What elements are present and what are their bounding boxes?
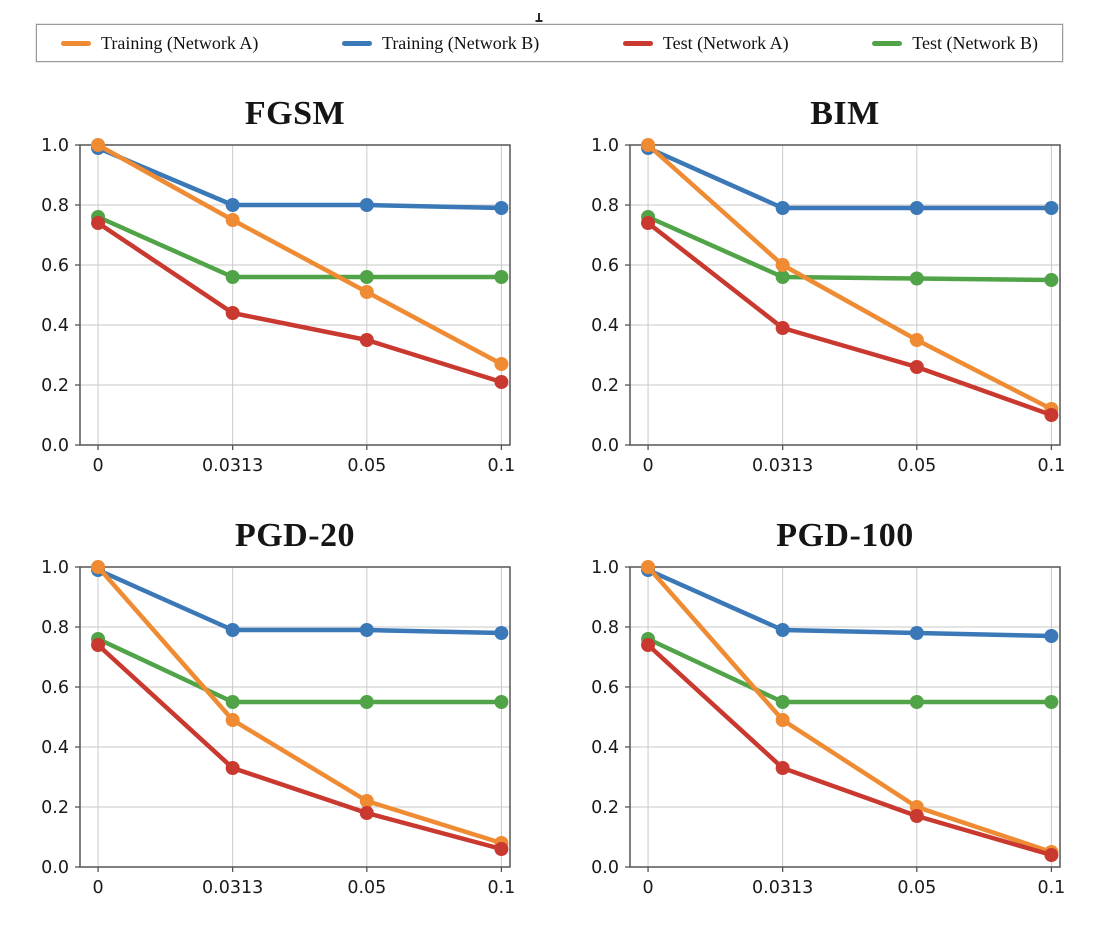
svg-text:0.0: 0.0 <box>41 436 69 456</box>
test-network-b-line-swatch-icon <box>872 40 903 46</box>
svg-text:0.2: 0.2 <box>591 376 619 396</box>
legend-label: Test (Network A) <box>662 32 789 53</box>
chart-grid: FGSM 0 0.0313 0.05 0.1 0.0 0.2 0.4 0.6 0.8 1.0 BI… <box>0 92 1100 900</box>
svg-text:0: 0 <box>92 878 103 898</box>
chart-canvas-bim: 0 0.0313 0.05 0.1 0.0 0.2 0.4 0.6 0.8 1.0 <box>591 136 1065 476</box>
svg-text:0.0: 0.0 <box>591 858 619 878</box>
svg-text:0.0313: 0.0313 <box>752 456 813 476</box>
test-network-a-line-swatch-icon <box>622 40 653 46</box>
svg-text:0.0313: 0.0313 <box>202 456 263 476</box>
chart-canvas-fgsm: 0 0.0313 0.05 0.1 0.0 0.2 0.4 0.6 0.8 1.0 <box>41 136 515 476</box>
svg-text:0.4: 0.4 <box>591 738 619 758</box>
svg-text:0.0313: 0.0313 <box>202 878 263 898</box>
svg-text:0.8: 0.8 <box>41 618 69 638</box>
svg-text:0.2: 0.2 <box>41 376 69 396</box>
chart-title: FGSM <box>244 95 346 132</box>
chart-canvas-pgd-20: 0 0.0313 0.05 0.1 0.0 0.2 0.4 0.6 0.8 1.0 <box>41 558 515 898</box>
svg-text:0.05: 0.05 <box>347 456 386 476</box>
cropped-character-fragment <box>533 11 545 23</box>
chart-pgd-100: PGD-100 0 0.0313 0.05 0.1 0.0 0.2 0.4 0.6 0.8 1.0 <box>550 514 1100 900</box>
svg-text:0: 0 <box>92 456 103 476</box>
svg-text:0.05: 0.05 <box>897 878 936 898</box>
svg-text:0.1: 0.1 <box>487 456 515 476</box>
svg-text:0.2: 0.2 <box>591 798 619 818</box>
legend-item-training-network-b: Training (Network B) <box>341 32 540 54</box>
svg-text:1.0: 1.0 <box>41 558 69 578</box>
training-network-a-line-swatch-icon <box>61 40 91 46</box>
chart-title: PGD-100 <box>776 517 914 554</box>
svg-text:0.4: 0.4 <box>41 316 69 336</box>
svg-text:0: 0 <box>642 878 653 898</box>
svg-text:0.0313: 0.0313 <box>752 878 813 898</box>
chart-canvas-pgd-100: 0 0.0313 0.05 0.1 0.0 0.2 0.4 0.6 0.8 1.0 <box>591 558 1065 898</box>
legend-label: Test (Network B) <box>912 32 1038 53</box>
chart-title: PGD-20 <box>234 517 356 554</box>
svg-text:0.8: 0.8 <box>41 196 69 216</box>
legend-label: Training (Network B) <box>381 32 540 53</box>
svg-text:0.0: 0.0 <box>41 858 69 878</box>
svg-text:0.6: 0.6 <box>591 678 619 698</box>
legend-label: Training (Network A) <box>101 32 259 53</box>
svg-text:0.6: 0.6 <box>41 256 69 276</box>
svg-text:0.1: 0.1 <box>1037 456 1065 476</box>
svg-text:1.0: 1.0 <box>41 136 69 156</box>
cropped-character-glyph <box>535 13 543 22</box>
chart-pgd-20: PGD-20 0 0.0313 0.05 0.1 0.0 0.2 0.4 0.6 0.8 1.0 <box>0 514 550 900</box>
svg-text:0.6: 0.6 <box>591 256 619 276</box>
chart-legend: Training (Network A) Training (Network B… <box>36 24 1063 62</box>
legend-item-training-network-a: Training (Network A) <box>61 33 258 54</box>
svg-text:0: 0 <box>642 456 653 476</box>
svg-text:0.6: 0.6 <box>41 678 69 698</box>
svg-text:0.1: 0.1 <box>487 878 515 898</box>
svg-text:0.2: 0.2 <box>41 798 69 818</box>
chart-bim: BIM 0 0.0313 0.05 0.1 0.0 0.2 0.4 0.6 0.8 1.0 <box>550 92 1100 478</box>
svg-text:1.0: 1.0 <box>591 558 619 578</box>
svg-text:0.1: 0.1 <box>1037 878 1065 898</box>
svg-text:0.4: 0.4 <box>41 738 69 758</box>
svg-text:0.8: 0.8 <box>591 618 619 638</box>
chart-title: BIM <box>810 95 880 132</box>
training-network-b-line-swatch-icon <box>341 40 372 46</box>
svg-text:0.05: 0.05 <box>897 456 936 476</box>
legend-item-test-network-a: Test (Network A) <box>622 32 789 54</box>
chart-fgsm: FGSM 0 0.0313 0.05 0.1 0.0 0.2 0.4 0.6 0.8 1.0 <box>0 92 550 478</box>
legend-item-test-network-b: Test (Network B) <box>872 33 1038 54</box>
svg-text:0.4: 0.4 <box>591 316 619 336</box>
svg-text:0.05: 0.05 <box>347 878 386 898</box>
svg-text:0.8: 0.8 <box>591 196 619 216</box>
svg-text:0.0: 0.0 <box>591 436 619 456</box>
svg-text:1.0: 1.0 <box>591 136 619 156</box>
